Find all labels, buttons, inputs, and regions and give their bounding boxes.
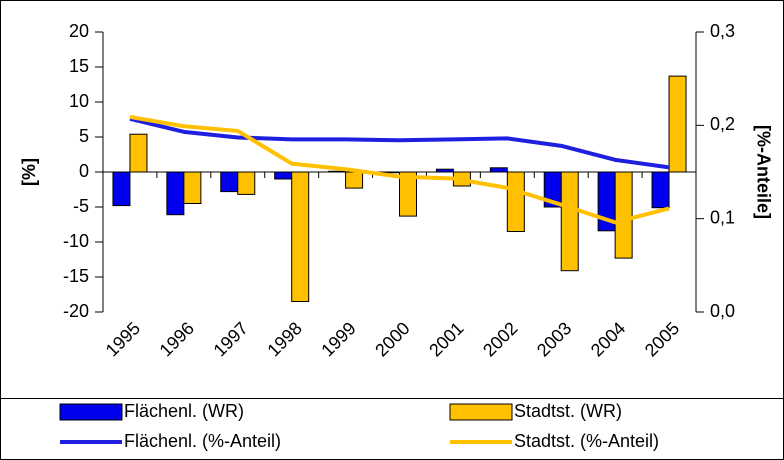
bar [668, 75, 687, 173]
line [129, 114, 670, 225]
y-tick-label: -5 [73, 196, 89, 216]
bar [345, 171, 364, 189]
y2-tick-label: 0,1 [710, 207, 735, 227]
y2-tick-label: 0,0 [710, 301, 735, 321]
bar [614, 171, 633, 259]
bar [129, 133, 148, 173]
legend-label: Stadtst. (WR) [514, 401, 622, 421]
legend-swatch [59, 403, 123, 421]
y-tick-label: 10 [69, 91, 89, 111]
bar [328, 170, 347, 173]
bar [237, 171, 256, 195]
line [129, 116, 670, 170]
legend-label: Stadtst. (%-Anteil) [514, 431, 659, 451]
bar [183, 171, 202, 204]
y-tick-label: 5 [79, 126, 89, 146]
bar [112, 171, 131, 207]
legend-label: Flächenl. (WR) [124, 401, 244, 421]
bar [489, 167, 508, 173]
y-axis-label: [%] [19, 158, 39, 186]
y2-tick-label: 0,2 [710, 114, 735, 134]
bar [382, 171, 400, 174]
y2-tick-label: 0,3 [710, 21, 735, 41]
y-tick-label: -20 [63, 301, 89, 321]
y-tick-label: 15 [69, 56, 89, 76]
legend-label: Flächenl. (%-Anteil) [124, 431, 281, 451]
bar [560, 171, 579, 272]
bar [651, 171, 670, 209]
bar [435, 168, 454, 173]
bar [291, 171, 310, 302]
bar [399, 171, 417, 217]
y-tick-label: -10 [63, 231, 89, 251]
y-tick-label: 0 [79, 161, 89, 181]
bar [506, 171, 525, 232]
legend-swatch [449, 403, 513, 421]
bar [220, 171, 239, 193]
bar [274, 171, 293, 180]
y2-axis-label: [%-Anteile] [753, 125, 773, 219]
y-tick-label: -15 [63, 266, 89, 286]
y-tick-label: 20 [69, 21, 89, 41]
bar [166, 171, 185, 216]
